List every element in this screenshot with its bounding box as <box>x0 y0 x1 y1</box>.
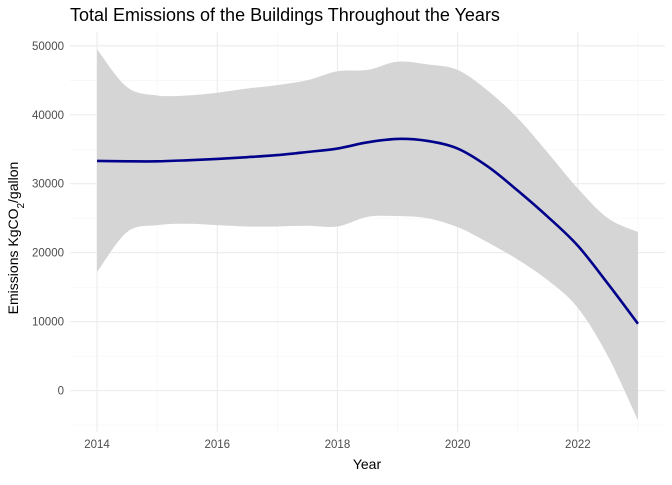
y-axis-title-suffix: /gallon <box>5 162 21 203</box>
grid-lines <box>70 32 665 432</box>
x-tick-label: 2016 <box>204 439 230 451</box>
y-tick-label: 30000 <box>32 179 64 191</box>
y-tick-label: 10000 <box>32 317 64 329</box>
y-tick-label: 0 <box>58 386 64 398</box>
confidence-band-layer <box>97 49 638 421</box>
chart-title: Total Emissions of the Buildings Through… <box>70 5 500 25</box>
x-tick-label: 2014 <box>84 439 110 451</box>
y-axis-tick-labels: 0 10000 20000 30000 40000 50000 <box>32 41 64 398</box>
x-tick-label: 2022 <box>565 439 591 451</box>
trend-line-layer <box>97 137 639 325</box>
y-axis-title-subscript: 2 <box>16 203 27 209</box>
x-axis-tick-labels: 2014 2016 2018 2020 2022 <box>84 439 590 451</box>
y-axis-title: Emissions KgCO2/gallon <box>5 162 27 315</box>
confidence-band <box>97 49 638 421</box>
emissions-trend-line <box>97 137 639 325</box>
y-axis-title-prefix: Emissions KgCO <box>5 208 21 314</box>
y-tick-label: 40000 <box>32 110 64 122</box>
y-tick-label: 20000 <box>32 248 64 260</box>
y-tick-label: 50000 <box>32 41 64 53</box>
x-axis-title: Year <box>353 456 382 472</box>
x-tick-label: 2018 <box>325 439 351 451</box>
x-tick-label: 2020 <box>445 439 471 451</box>
